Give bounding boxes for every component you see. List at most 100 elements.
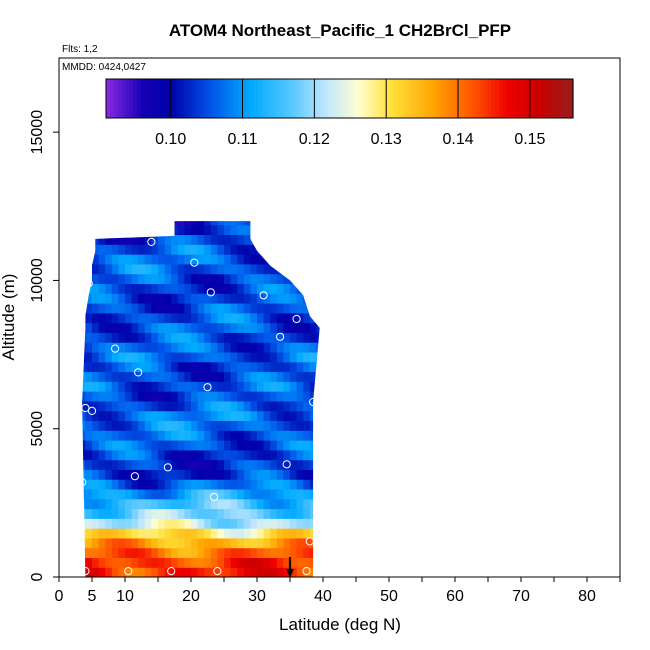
- sample-point: [134, 368, 143, 377]
- heatmap-cell: [270, 224, 278, 236]
- heatmap-cell: [224, 439, 232, 451]
- heatmap-cell: [263, 283, 271, 294]
- heatmap-cell: [276, 273, 284, 284]
- heatmap-cell: [303, 273, 311, 284]
- heatmap-cell: [296, 439, 304, 451]
- heatmap-cell: [85, 498, 93, 510]
- heatmap-cell: [164, 439, 172, 451]
- heatmap-cell: [303, 234, 311, 245]
- heatmap-cell: [125, 322, 133, 333]
- heatmap-cell: [276, 302, 284, 314]
- colorbar-segment: [288, 79, 294, 118]
- heatmap-cell: [151, 273, 159, 284]
- heatmap-cell: [303, 302, 311, 314]
- heatmap-cell: [191, 547, 199, 559]
- heatmap-cell: [171, 469, 179, 480]
- heatmap-cell: [243, 234, 251, 245]
- heatmap-cell: [92, 263, 100, 275]
- heatmap-cell: [217, 221, 225, 226]
- heatmap-cell: [105, 254, 113, 265]
- heatmap-cell: [191, 508, 199, 519]
- heatmap-cell: [276, 361, 284, 373]
- heatmap-cell: [191, 273, 199, 284]
- heatmap-cell: [210, 400, 218, 412]
- heatmap-cell: [125, 420, 133, 431]
- heatmap-cell: [210, 312, 218, 324]
- heatmap-cell: [111, 469, 119, 480]
- heatmap-cell: [158, 459, 166, 470]
- heatmap-cell: [118, 371, 126, 382]
- heatmap-cell: [217, 528, 225, 539]
- heatmap-cell: [82, 293, 86, 304]
- heatmap-cell: [263, 263, 271, 275]
- colorbar-segment: [393, 79, 399, 118]
- heatmap-cell: [184, 498, 192, 510]
- heatmap-cell: [184, 221, 192, 226]
- heatmap-cell: [125, 557, 133, 568]
- heatmap-cell: [204, 263, 212, 275]
- heatmap-cell: [283, 224, 291, 236]
- heatmap-cell: [118, 312, 126, 324]
- heatmap-cell: [92, 547, 100, 559]
- heatmap-cell: [283, 322, 291, 333]
- colorbar-segment: [207, 79, 212, 118]
- heatmap-cell: [171, 254, 179, 265]
- heatmap-cell: [316, 508, 320, 519]
- heatmap-cell: [184, 528, 192, 539]
- heatmap-cell: [230, 302, 238, 314]
- heatmap-cell: [276, 449, 284, 461]
- heatmap-cell: [158, 469, 166, 480]
- heatmap-cell: [237, 410, 245, 422]
- heatmap-cell: [237, 302, 245, 314]
- heatmap-cell: [164, 361, 172, 373]
- heatmap-cell: [237, 420, 245, 431]
- heatmap-cell: [303, 254, 311, 265]
- heatmap-cell: [210, 371, 218, 382]
- colorbar-segment: [199, 79, 204, 118]
- heatmap-cell: [257, 371, 265, 382]
- heatmap-cell: [283, 488, 291, 500]
- heatmap-cell: [171, 498, 179, 510]
- heatmap-cell: [184, 254, 192, 265]
- heatmap-cell: [158, 420, 166, 431]
- heatmap-cell: [184, 410, 192, 422]
- heatmap-cell: [290, 361, 298, 373]
- heatmap-cell: [171, 381, 179, 392]
- heatmap-cell: [290, 410, 298, 422]
- heatmap-cell: [217, 332, 225, 343]
- heatmap-cell: [243, 567, 251, 577]
- heatmap-cell: [82, 254, 86, 265]
- heatmap-cell: [290, 528, 298, 539]
- heatmap-cell: [250, 273, 258, 284]
- heatmap-cell: [184, 567, 192, 577]
- heatmap-cell: [92, 567, 100, 577]
- heatmap-cell: [171, 293, 179, 304]
- heatmap-cell: [98, 244, 106, 255]
- heatmap-cell: [144, 420, 152, 431]
- colorbar-segment: [238, 79, 243, 118]
- heatmap-cell: [309, 430, 317, 441]
- heatmap-cell: [309, 302, 317, 314]
- heatmap-cell: [131, 547, 139, 559]
- heatmap-cell: [210, 224, 218, 236]
- heatmap-cell: [303, 400, 311, 412]
- heatmap-cell: [270, 567, 278, 577]
- heatmap-cell: [82, 479, 86, 490]
- heatmap-cell: [309, 420, 317, 431]
- heatmap-cell: [85, 273, 93, 284]
- heatmap-cell: [263, 449, 271, 461]
- heatmap-cell: [224, 537, 232, 549]
- heatmap-cell: [111, 283, 119, 294]
- heatmap-cell: [158, 567, 166, 577]
- heatmap-cell: [270, 381, 278, 392]
- colorbar-segment: [218, 79, 224, 118]
- heatmap-cell: [177, 312, 185, 324]
- heatmap-cell: [290, 420, 298, 431]
- heatmap-cell: [151, 508, 159, 519]
- heatmap-cell: [303, 410, 311, 422]
- heatmap-cell: [105, 410, 113, 422]
- heatmap-cell: [151, 469, 159, 480]
- heatmap-cell: [243, 302, 251, 314]
- heatmap-cell: [210, 361, 218, 373]
- heatmap-cell: [118, 430, 126, 441]
